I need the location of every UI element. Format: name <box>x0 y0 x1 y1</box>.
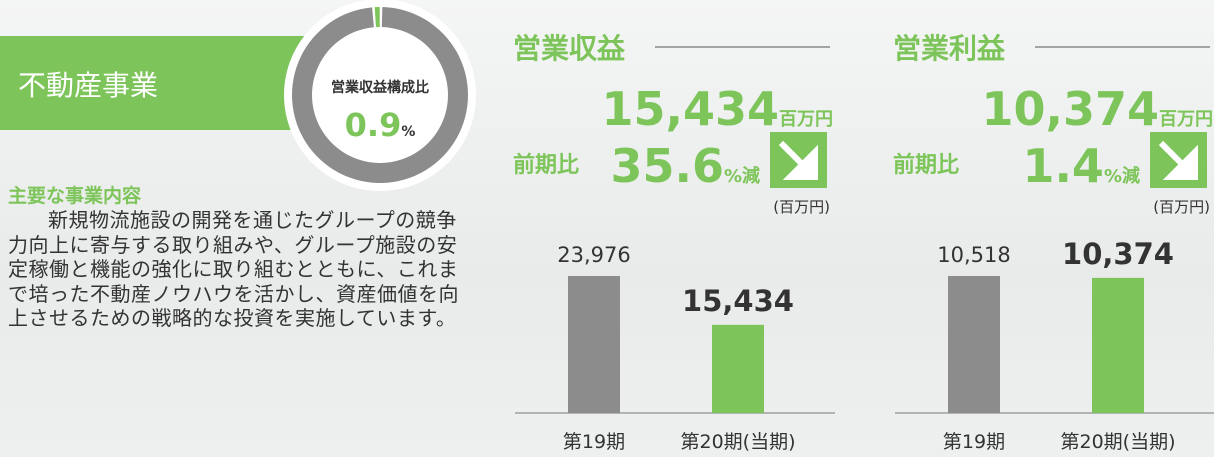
bar <box>948 276 1000 413</box>
value-label: 10,518 <box>937 243 1010 267</box>
change-label: 前期比 <box>893 152 959 178</box>
section-title: 不動産事業 <box>18 69 158 102</box>
headline-value: 10,374 <box>981 82 1159 136</box>
donut-title: 営業収益構成比 <box>331 79 429 96</box>
change: 1.4%減 <box>1022 139 1140 193</box>
headline-unit: 百万円 <box>1159 109 1213 130</box>
category-label: 第19期 <box>943 431 1005 453</box>
donut-unit: % <box>401 124 415 140</box>
bar <box>1092 277 1144 413</box>
description: 新規物流施設の開発を通じたグループの競争力向上に寄与する取り組みや、グループ施設… <box>8 208 459 331</box>
headline: 15,434百万円 <box>601 82 833 136</box>
value-label: 15,434 <box>682 284 794 318</box>
category-label: 第19期 <box>563 431 625 453</box>
change-unit: %減 <box>724 165 760 187</box>
unit-label: (百万円) <box>1153 198 1210 216</box>
chart-title: 営業収益 <box>513 32 626 65</box>
arrow <box>1158 140 1198 180</box>
bar <box>568 276 620 413</box>
headline-value: 15,434 <box>601 82 779 136</box>
chart-title: 営業利益 <box>893 32 1006 65</box>
change: 35.6%減 <box>610 139 760 193</box>
value-label: 23,976 <box>557 243 630 267</box>
headline: 10,374百万円 <box>981 82 1213 136</box>
donut-slice <box>374 7 380 28</box>
unit-label: (百万円) <box>773 198 830 216</box>
donut-number: 0.9 <box>345 106 402 144</box>
value-label: 10,374 <box>1062 237 1174 271</box>
category-label: 第20期(当期) <box>680 431 795 453</box>
description-heading: 主要な事業内容 <box>8 184 141 207</box>
headline-unit: 百万円 <box>779 109 833 130</box>
change-value: 1.4 <box>1022 139 1104 193</box>
category-label: 第20期(当期) <box>1060 431 1175 453</box>
bar <box>712 324 764 413</box>
change-label: 前期比 <box>513 152 579 178</box>
banner <box>0 36 330 130</box>
change-unit: %減 <box>1104 165 1140 187</box>
arrow <box>778 140 818 180</box>
change-value: 35.6 <box>610 139 724 193</box>
donut-value: 0.9% <box>345 106 416 144</box>
